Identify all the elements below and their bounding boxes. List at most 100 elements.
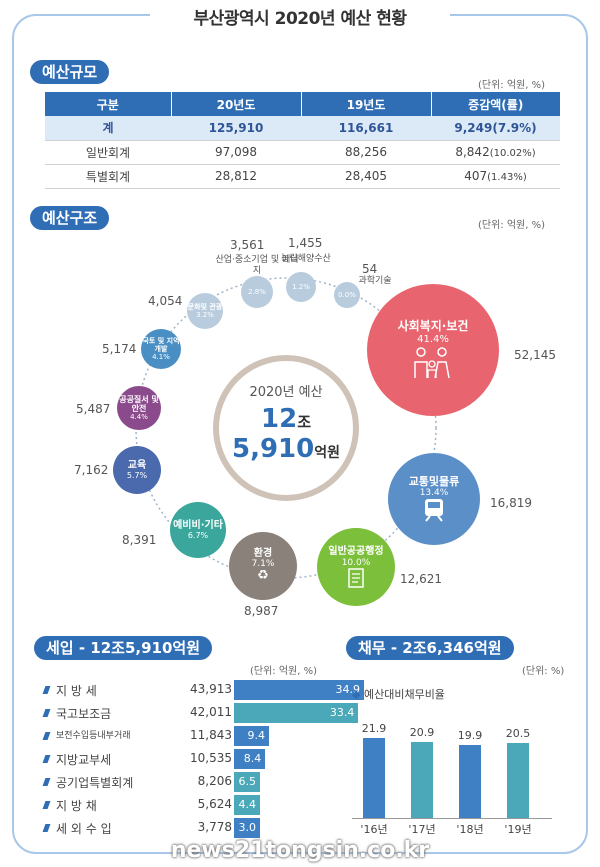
income-amount: 11,843	[190, 728, 232, 742]
income-amount: 10,535	[190, 751, 232, 765]
row-diff: 8,842(10.02%)	[431, 140, 560, 165]
income-bar-label: 33.4	[329, 706, 355, 719]
table-row: 계 125,910 116,661 9,249(7.9%)	[45, 116, 560, 141]
debt-bar	[363, 738, 385, 818]
value-public-admin: 12,621	[400, 572, 442, 586]
table-header: 구분	[45, 92, 172, 116]
debt-year-label: '18년	[456, 823, 484, 836]
debt-axis-line	[352, 818, 552, 819]
table-header: 20년도	[171, 92, 302, 116]
income-unit: (단위: 억원, %)	[250, 666, 318, 677]
income-category: 국고보조금	[56, 707, 112, 721]
budget-scale-unit: (단위: 억원, %)	[478, 80, 546, 91]
income-bar-label: 8.4	[243, 752, 262, 765]
bubble-education: 교육 5.7%	[113, 446, 161, 494]
row-y20: 97,098	[171, 140, 301, 165]
income-bar: 33.4	[234, 703, 359, 723]
row-y19: 28,405	[301, 164, 431, 189]
value-public-safety: 5,487	[76, 402, 111, 416]
debt-bar	[507, 743, 529, 818]
debt-bar-label: 21.9	[361, 722, 387, 735]
value-culture-tourism: 4,054	[148, 294, 183, 308]
value-social-welfare: 52,145	[514, 348, 556, 362]
watermark: news21tongsin.co.kr	[170, 838, 430, 863]
bubble-agriculture: 1.2%	[286, 272, 316, 302]
bubble-public-admin: 일반공공행정 10.0%	[317, 528, 395, 606]
value-reserve: 8,391	[122, 533, 157, 547]
budget-structure-heading: 예산구조	[30, 206, 110, 230]
income-bar: 34.9	[234, 680, 364, 700]
debt-year-label: '16년	[360, 823, 388, 836]
label-science: 과학기술	[358, 276, 392, 286]
row-y19: 116,661	[301, 116, 431, 141]
income-bar: 3.0	[234, 818, 260, 838]
family-icon	[414, 346, 450, 378]
train-icon	[425, 499, 443, 523]
row-y19: 88,256	[301, 140, 431, 165]
table-row: 특별회계 28,812 28,405 407(1.43%)	[45, 164, 560, 189]
bubble-culture-tourism: 문화및 관광 3.2%	[187, 293, 223, 329]
value-science: 54	[362, 262, 378, 276]
table-row: 일반회계 97,098 88,256 8,842(10.02%)	[45, 140, 560, 165]
bubble-transport: 교통및물류 13.4%	[388, 453, 480, 545]
income-heading: 세입 - 12조5,910억원	[34, 636, 212, 660]
income-bar: 4.4	[234, 795, 260, 815]
row-name: 특별회계	[45, 164, 171, 189]
document-icon	[348, 568, 364, 588]
income-category: 지 방 세	[56, 684, 97, 698]
value-education: 7,162	[74, 463, 109, 477]
bubble-social-welfare: 사회복지·보건 41.4%	[367, 284, 499, 416]
budget-scale-heading: 예산규모	[30, 60, 110, 84]
income-category: 세 외 수 입	[56, 822, 112, 836]
label-agriculture: 농림해양수산	[281, 254, 331, 264]
center-amount-1: 12조	[261, 404, 311, 434]
income-amount: 8,206	[197, 774, 232, 788]
center-amount-2: 5,910억원	[231, 434, 340, 464]
income-bar: 6.5	[234, 772, 260, 792]
budget-structure-unit: (단위: 억원, %)	[478, 220, 546, 231]
value-transport: 16,819	[490, 496, 532, 510]
income-amount: 3,778	[197, 820, 232, 834]
bubble-industry-energy: 2.8%	[241, 276, 273, 308]
value-industry-energy: 3,561	[230, 238, 265, 252]
debt-heading: 채무 - 2조6,346억원	[346, 636, 514, 660]
row-y20: 28,812	[171, 164, 301, 189]
bubble-science: 0.0%	[334, 282, 360, 308]
page-title: 부산광역시 2020년 예산 현황	[150, 4, 450, 29]
income-bar-label: 34.9	[335, 683, 361, 696]
income-amount: 42,011	[190, 705, 232, 719]
table-header-row: 구분 20년도 19년도 증감액(률)	[45, 92, 560, 116]
debt-bar-label: 20.5	[505, 727, 531, 741]
label-industry-energy: 산업·중소기업 및 에너지	[215, 255, 299, 276]
income-amount: 5,624	[197, 797, 232, 811]
debt-year-label: '19년	[504, 823, 532, 836]
budget-scale-table: 구분 20년도 19년도 증감액(률) 계 125,910 116,661 9,…	[45, 92, 560, 189]
income-bar-label: 6.5	[238, 775, 257, 788]
row-diff: 407(1.43%)	[431, 164, 560, 189]
row-name: 계	[45, 116, 171, 141]
bubble-environment: 환경 7.1% ♻	[229, 532, 297, 600]
bubble-public-safety: 공공질서 및 안전 4.4%	[117, 386, 161, 430]
table-header: 증감액(률)	[431, 92, 560, 116]
value-agriculture: 1,455	[288, 236, 323, 250]
debt-year-label: '17년	[408, 823, 436, 836]
row-name: 일반회계	[45, 140, 171, 165]
debt-bar-label: 20.9	[409, 725, 435, 739]
income-bar-label: 9.4	[247, 729, 266, 742]
income-bar-label: 4.4	[238, 798, 257, 811]
income-bar-label: 3.0	[238, 821, 257, 834]
bubble-reserve: 예비비·기타 6.7%	[170, 502, 226, 558]
bubble-land-development: 국토 및 지역개발 4.1%	[141, 329, 181, 369]
income-bar: 9.4	[234, 726, 269, 746]
recycle-icon: ♻	[257, 568, 269, 584]
income-category: 보전수입등내부거래	[56, 731, 131, 741]
value-land-development: 5,174	[102, 342, 137, 356]
debt-legend: ◆ 예산대비채무비율	[352, 688, 445, 701]
income-category: 지방교부세	[56, 753, 112, 767]
debt-bar	[411, 741, 433, 818]
row-y20: 125,910	[171, 116, 301, 141]
income-amount: 43,913	[190, 682, 232, 696]
debt-bar-label: 19.9	[457, 729, 483, 743]
table-header: 19년도	[301, 92, 432, 116]
budget-center-circle: 2020년 예산 12조 5,910억원	[213, 355, 359, 501]
